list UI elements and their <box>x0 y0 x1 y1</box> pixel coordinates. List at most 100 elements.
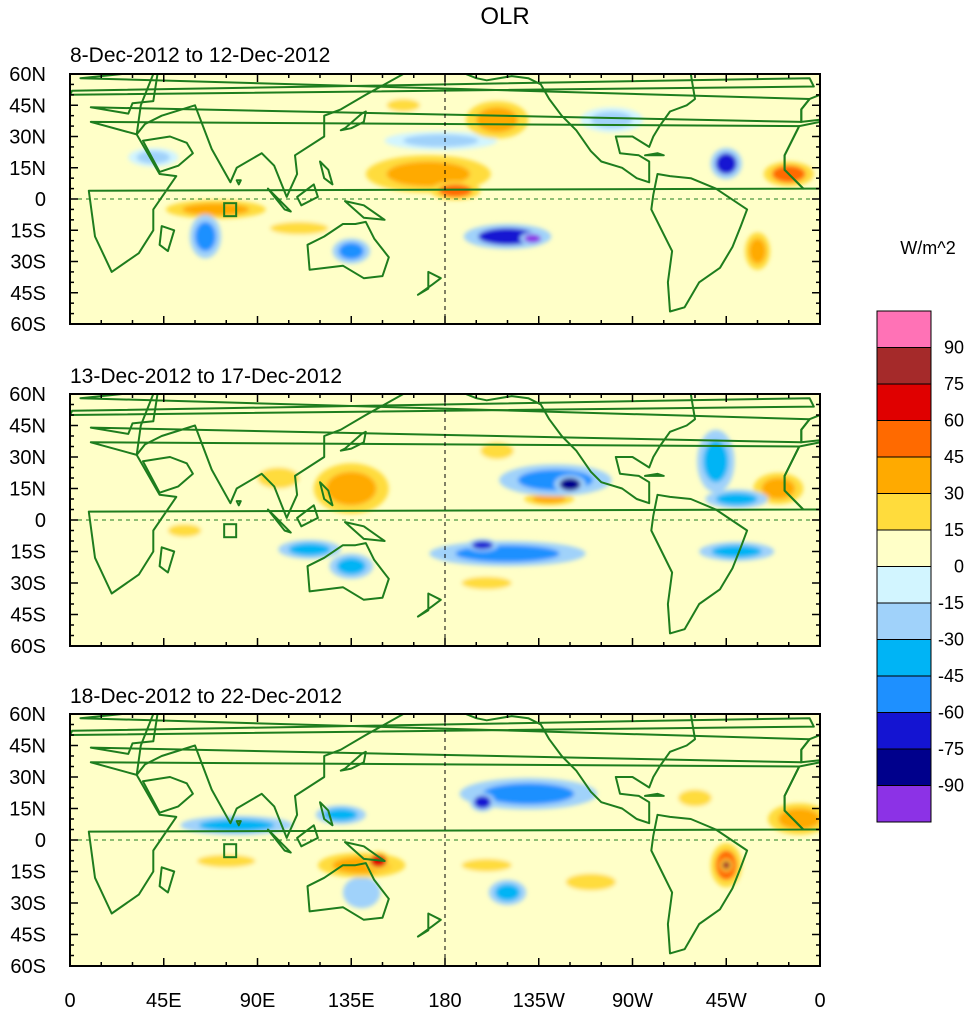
coastline <box>235 500 242 507</box>
colorbar-label: 75 <box>944 374 964 394</box>
longitude-labels: 0 45E 90E 135E 180 135W 90W 45W 0 <box>64 990 825 1012</box>
colorbar-swatch <box>876 712 932 750</box>
anomaly-contour <box>703 440 729 483</box>
anomaly-field <box>128 95 814 270</box>
anomaly-contour <box>338 242 364 260</box>
lon-label: 135W <box>513 990 565 1012</box>
coastline <box>650 493 749 635</box>
anomaly-contour <box>270 221 329 235</box>
lat-label: 15S <box>10 862 46 884</box>
anomaly-contour <box>167 524 202 537</box>
coastline <box>464 394 696 505</box>
region-box <box>223 202 238 218</box>
coastline <box>783 441 820 511</box>
lat-label: 15S <box>10 542 46 564</box>
lat-label: 45N <box>9 95 46 117</box>
coastline <box>296 504 319 528</box>
lat-label: 15N <box>9 479 46 501</box>
coastline <box>319 481 334 507</box>
lat-label: 45S <box>10 925 46 947</box>
lat-label: 30S <box>10 252 46 274</box>
anomaly-contour <box>386 99 421 112</box>
colorbar-swatch <box>876 310 932 348</box>
colorbar-label: -75 <box>938 739 964 759</box>
anomaly-contour <box>678 789 712 807</box>
coastline <box>416 912 442 938</box>
coastline <box>783 761 820 831</box>
units-label: W/m^2 <box>900 238 955 258</box>
coastline <box>306 220 390 280</box>
coastline <box>141 776 194 814</box>
coastline <box>87 120 805 273</box>
lat-label: 60N <box>9 64 46 86</box>
colorbar-label: 0 <box>954 557 964 577</box>
region-box <box>223 523 238 539</box>
lon-label: 90E <box>240 990 276 1012</box>
colorbar-swatch <box>876 602 932 640</box>
colorbar-label: -45 <box>938 666 964 686</box>
map-panel-1: 8-Dec-2012 to 12-Dec-2012 60N 45N 30N 15N 0 1… <box>9 44 821 336</box>
coastline <box>296 824 319 848</box>
anomaly-contour <box>326 471 377 506</box>
anomaly-contour <box>715 153 737 174</box>
colorbar-label: -60 <box>938 703 964 723</box>
lat-label: 30S <box>10 573 46 595</box>
map-ticks <box>69 73 821 325</box>
anomaly-field <box>159 429 804 593</box>
anomaly-contour <box>559 478 581 491</box>
colorbar-swatch <box>876 566 932 604</box>
anomaly-contour <box>336 557 366 575</box>
anomaly-contour <box>349 882 375 903</box>
coastlines <box>70 74 820 324</box>
lat-label: 15N <box>9 158 46 180</box>
anomaly-contour <box>461 576 512 590</box>
coastline <box>70 397 815 416</box>
coastline <box>141 135 194 173</box>
anomaly-contour <box>715 492 758 506</box>
colorbar-swatch <box>876 785 932 823</box>
coastline <box>464 74 696 184</box>
anomaly-contour <box>476 107 518 133</box>
colorbar-label: 60 <box>944 411 964 431</box>
lat-label: 60N <box>9 384 46 406</box>
coastline <box>87 441 805 595</box>
coastline <box>800 733 820 764</box>
lat-label: 60N <box>9 704 46 726</box>
colorbar-label: 15 <box>944 520 964 540</box>
coastline <box>235 179 242 186</box>
lon-label: 45E <box>146 990 182 1012</box>
colorbar-swatch <box>876 675 932 713</box>
region-box <box>223 843 238 859</box>
coastline <box>158 866 176 894</box>
anomaly-contour <box>472 541 493 550</box>
coastline <box>306 862 390 921</box>
lat-label: 30N <box>9 447 46 469</box>
lat-label: 30N <box>9 127 46 149</box>
anomaly-contour <box>532 494 566 504</box>
coastline <box>266 508 292 534</box>
anomaly-contour <box>195 221 216 252</box>
coastline <box>158 225 176 253</box>
anomaly-contour <box>197 854 256 868</box>
anomaly-contour <box>438 184 473 197</box>
colorbar-swatch <box>876 748 932 786</box>
coastline <box>79 74 811 123</box>
coastline <box>87 761 805 915</box>
latitude-labels: 60N 45N 30N 15N 0 15S 30S 45S 60S <box>9 384 46 658</box>
lat-label: 60S <box>10 956 46 978</box>
anomaly-contour <box>749 238 766 264</box>
coastline <box>296 183 319 207</box>
coastline <box>266 828 292 854</box>
lon-label: 0 <box>814 990 825 1012</box>
coastline <box>70 77 815 96</box>
lon-label: 180 <box>428 990 461 1012</box>
map-panel-2: 13-Dec-2012 to 17-Dec-2012 60N 45N 30N 15N 0… <box>9 365 821 658</box>
colorbar-label: 45 <box>944 447 964 467</box>
colorbar-swatch <box>876 383 932 421</box>
lat-label: 60S <box>10 636 46 658</box>
coastline <box>141 456 194 494</box>
colorbar-label: -15 <box>938 593 964 613</box>
anomaly-contour <box>288 543 331 556</box>
lat-label: 0 <box>35 830 46 852</box>
anomaly-contour <box>711 545 762 558</box>
